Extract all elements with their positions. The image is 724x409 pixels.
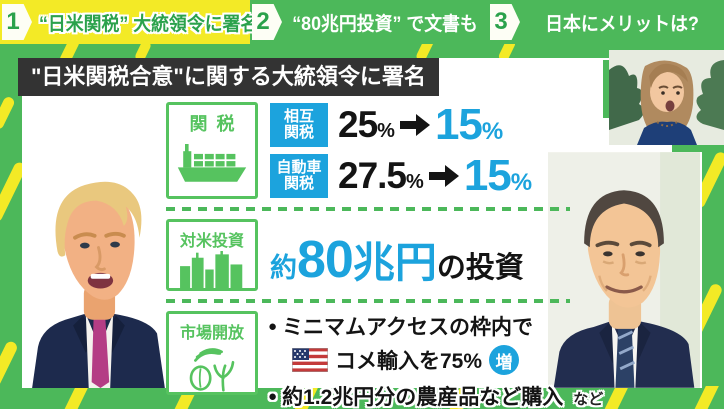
cargo-ship-icon xyxy=(177,144,247,182)
headline-bar: "日米関税合意"に関する大統領令に署名 xyxy=(18,58,439,96)
tariff-before-value: 25% xyxy=(338,104,395,145)
ishiba-photo xyxy=(548,152,700,388)
investment-amount: 約80兆円の投資 xyxy=(270,229,524,290)
topic-number-badge-2: 2 xyxy=(252,4,282,40)
stripe-decoration xyxy=(694,386,719,409)
etc-note: など xyxy=(573,391,604,408)
dashed-divider xyxy=(166,299,570,303)
topic-number-badge-3: 3 xyxy=(490,4,520,40)
tariff-category-label: 関税 xyxy=(189,114,244,134)
rice-import-text: コメ輸入を75% xyxy=(335,350,483,373)
investment-unit: 兆円 xyxy=(352,239,437,286)
tariff-after-value: 15% xyxy=(434,100,504,149)
investment-category-label: 対米投資 xyxy=(179,233,244,250)
stripe-decoration xyxy=(64,386,89,409)
tariff-type-top: 相互 xyxy=(283,107,314,125)
reciprocal-tariff-row: 相互 関税 25% 15% xyxy=(270,100,532,149)
market-bullet-2: ● 約1.2兆円分の農産品など購入 など xyxy=(268,386,604,409)
investment-number: 80 xyxy=(297,231,354,289)
investment-category-box: 対米投資 xyxy=(166,219,258,291)
tariff-category-box: 関税 xyxy=(166,102,258,199)
topic-tab-2: 2 “80兆円投資” で文書も xyxy=(250,0,488,44)
inset-accent-bar xyxy=(603,60,609,118)
stripe-decoration xyxy=(0,339,19,389)
tariff-type-bottom: 関税 xyxy=(283,175,314,192)
market-bullet-1-line-2: コメ輸入を75% 増 xyxy=(292,345,603,375)
tariff-type-top: 自動車 xyxy=(276,158,322,176)
right-arrow-icon xyxy=(428,165,459,187)
tariff-rows: 相互 関税 25% 15% 自動車 関税 xyxy=(270,100,533,200)
investment-prefix: 約 xyxy=(270,253,297,283)
right-arrow-icon xyxy=(399,114,430,136)
stripe-decoration xyxy=(604,386,629,409)
investment-section: 対米投資 約80兆円の投資 xyxy=(166,219,570,291)
bullet-dot: ● xyxy=(268,318,278,335)
inset-accent-bar xyxy=(672,145,724,152)
topic-number-badge-1: 1 xyxy=(2,4,32,40)
topic-tab-1: 1 “日米関税” 大統領令に署名 xyxy=(0,0,258,44)
bullet-dot: ● xyxy=(268,388,278,405)
person-illustration-left xyxy=(32,181,165,388)
market-bullet-1: ● ミニマムアクセスの枠内で xyxy=(268,316,534,339)
topic-tab-3: 3 日本にメリットは? xyxy=(488,0,724,44)
tariff-section: 関税 xyxy=(166,100,570,200)
headline-text: "日米関税合意"に関する大統領令に署名 xyxy=(31,64,426,89)
tariff-type-label: 相互 関税 xyxy=(270,103,328,147)
topic-bar: 1 “日米関税” 大統領令に署名 2 “80兆円投資” で文書も 3 日本にメリ… xyxy=(0,0,724,44)
rice-plant-icon xyxy=(189,348,235,392)
market-category-label: 市場開放 xyxy=(179,325,244,342)
trump-photo xyxy=(24,146,171,388)
tariff-type-label: 自動車 関税 xyxy=(270,154,328,198)
increase-badge: 増 xyxy=(489,345,520,375)
stripe-decoration xyxy=(0,95,16,131)
topic-label-2: “80兆円投資” で文書も xyxy=(292,13,478,35)
topic-number-3: 3 xyxy=(494,8,508,35)
investment-suffix: の投資 xyxy=(436,252,524,284)
person-illustration-right xyxy=(548,152,700,388)
main-graphic-area: "日米関税合意"に関する大統領令に署名 xyxy=(0,35,724,409)
market-section: 市場開放 ● ミニマムアクセスの枠内で xyxy=(166,311,603,409)
tariff-after-value: 15% xyxy=(463,151,533,200)
agreement-infographic: 関税 xyxy=(166,100,603,409)
tariff-before-value: 27.5% xyxy=(338,155,424,196)
market-category-box: 市場開放 xyxy=(166,311,258,395)
us-flag-icon xyxy=(292,348,328,372)
topic-number-1: 1 xyxy=(6,8,20,35)
dashed-divider xyxy=(166,207,570,211)
topic-label-1: “日米関税” 大統領令に署名 xyxy=(38,13,259,35)
tariff-type-bottom: 関税 xyxy=(283,124,314,141)
city-buildings-icon xyxy=(180,251,243,288)
presenter-inset-video xyxy=(603,50,724,152)
topic-label-3: 日本にメリットは? xyxy=(545,13,699,35)
topic-number-2: 2 xyxy=(256,8,270,35)
presenter-illustration xyxy=(609,50,724,145)
auto-tariff-row: 自動車 関税 27.5% 15% xyxy=(270,151,533,200)
market-bullets: ● ミニマムアクセスの枠内で xyxy=(268,311,603,409)
